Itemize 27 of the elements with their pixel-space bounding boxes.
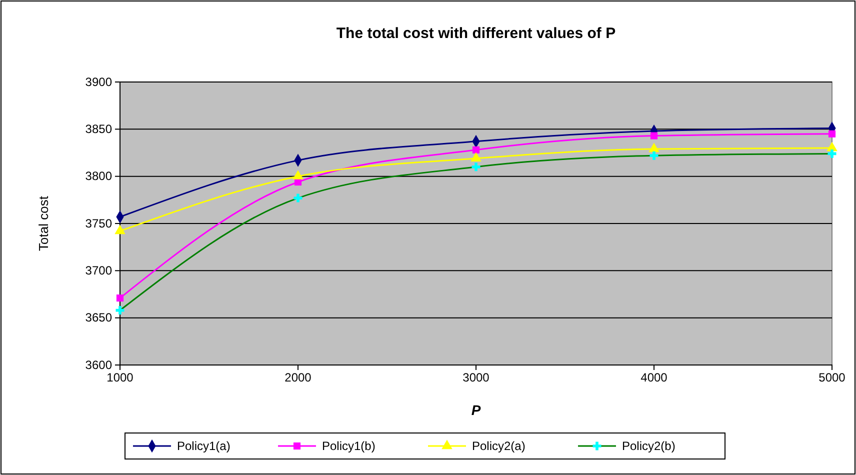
legend-label: Policy1(b) <box>322 439 376 453</box>
legend-label: Policy2(a) <box>472 439 526 453</box>
point <box>470 152 482 162</box>
y-tick-label: 3800 <box>85 169 112 184</box>
y-tick-label: 3750 <box>85 216 112 230</box>
point <box>648 142 660 152</box>
x-tick-label: 2000 <box>284 370 312 385</box>
point <box>828 130 836 138</box>
y-tick-label: 3650 <box>85 310 112 325</box>
legend-label: Policy1(a) <box>177 439 230 453</box>
chart-title: The total cost with different values of P <box>336 25 616 42</box>
y-tick-label: 3850 <box>85 122 112 136</box>
point <box>292 170 304 180</box>
y-tick-label: 3700 <box>85 264 112 278</box>
x-axis-title: P <box>471 402 482 418</box>
y-tick-label: 3600 <box>85 358 112 372</box>
x-tick-label: 5000 <box>818 370 846 385</box>
legend-label: Policy2(b) <box>622 439 676 453</box>
point <box>116 294 124 302</box>
y-axis-title: Total cost <box>36 196 51 251</box>
x-tick-label: 1000 <box>106 370 134 385</box>
x-tick-label: 3000 <box>462 370 490 385</box>
y-tick-label: 3900 <box>85 74 112 89</box>
point <box>650 132 658 140</box>
point <box>114 224 126 234</box>
point <box>472 146 480 154</box>
x-tick-label: 4000 <box>640 370 668 385</box>
